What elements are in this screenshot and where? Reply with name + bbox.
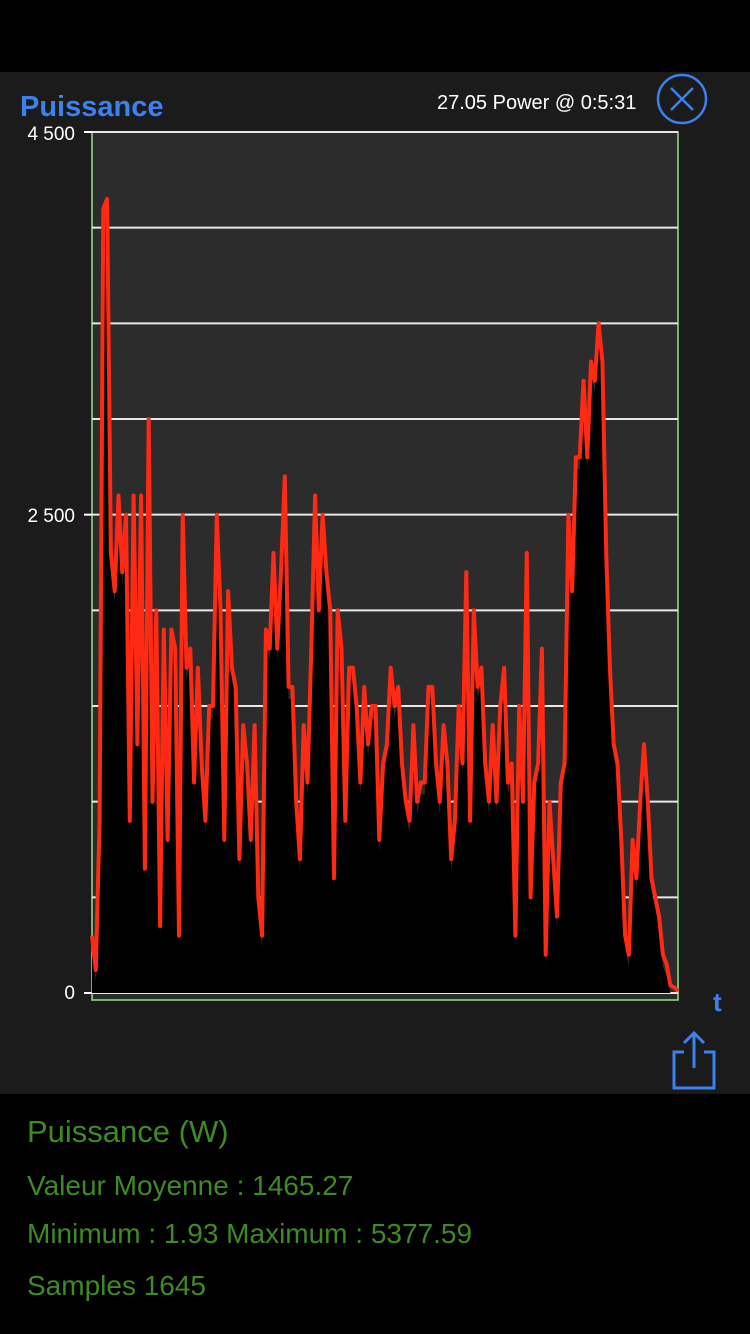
chart-title: Puissance (20, 91, 164, 123)
y-tick-marks (84, 131, 92, 994)
cursor-readout: 27.05 Power @ 0:5:31 (437, 92, 637, 114)
stats-heading: Puissance (W) (27, 1114, 229, 1149)
share-icon (672, 1030, 716, 1090)
stats-minmax: Minimum : 1.93 Maximum : 5377.59 (27, 1218, 473, 1249)
y-tick-label-mid: 2 500 (27, 506, 75, 527)
close-circle-x-icon (656, 73, 708, 125)
y-tick-label-max: 4 500 (27, 124, 75, 145)
stats-panel: Puissance (W) Valeur Moyenne : 1465.27 M… (0, 1094, 750, 1334)
share-button[interactable] (670, 1030, 718, 1092)
status-bar (0, 0, 750, 72)
stats-average: Valeur Moyenne : 1465.27 (27, 1170, 354, 1201)
stats-samples: Samples 1645 (27, 1270, 207, 1301)
series-area (92, 211, 678, 993)
x-axis-label: t (713, 987, 722, 1017)
close-button[interactable] (656, 73, 708, 125)
y-tick-label-zero: 0 (64, 983, 75, 1004)
series-line (90, 197, 680, 993)
